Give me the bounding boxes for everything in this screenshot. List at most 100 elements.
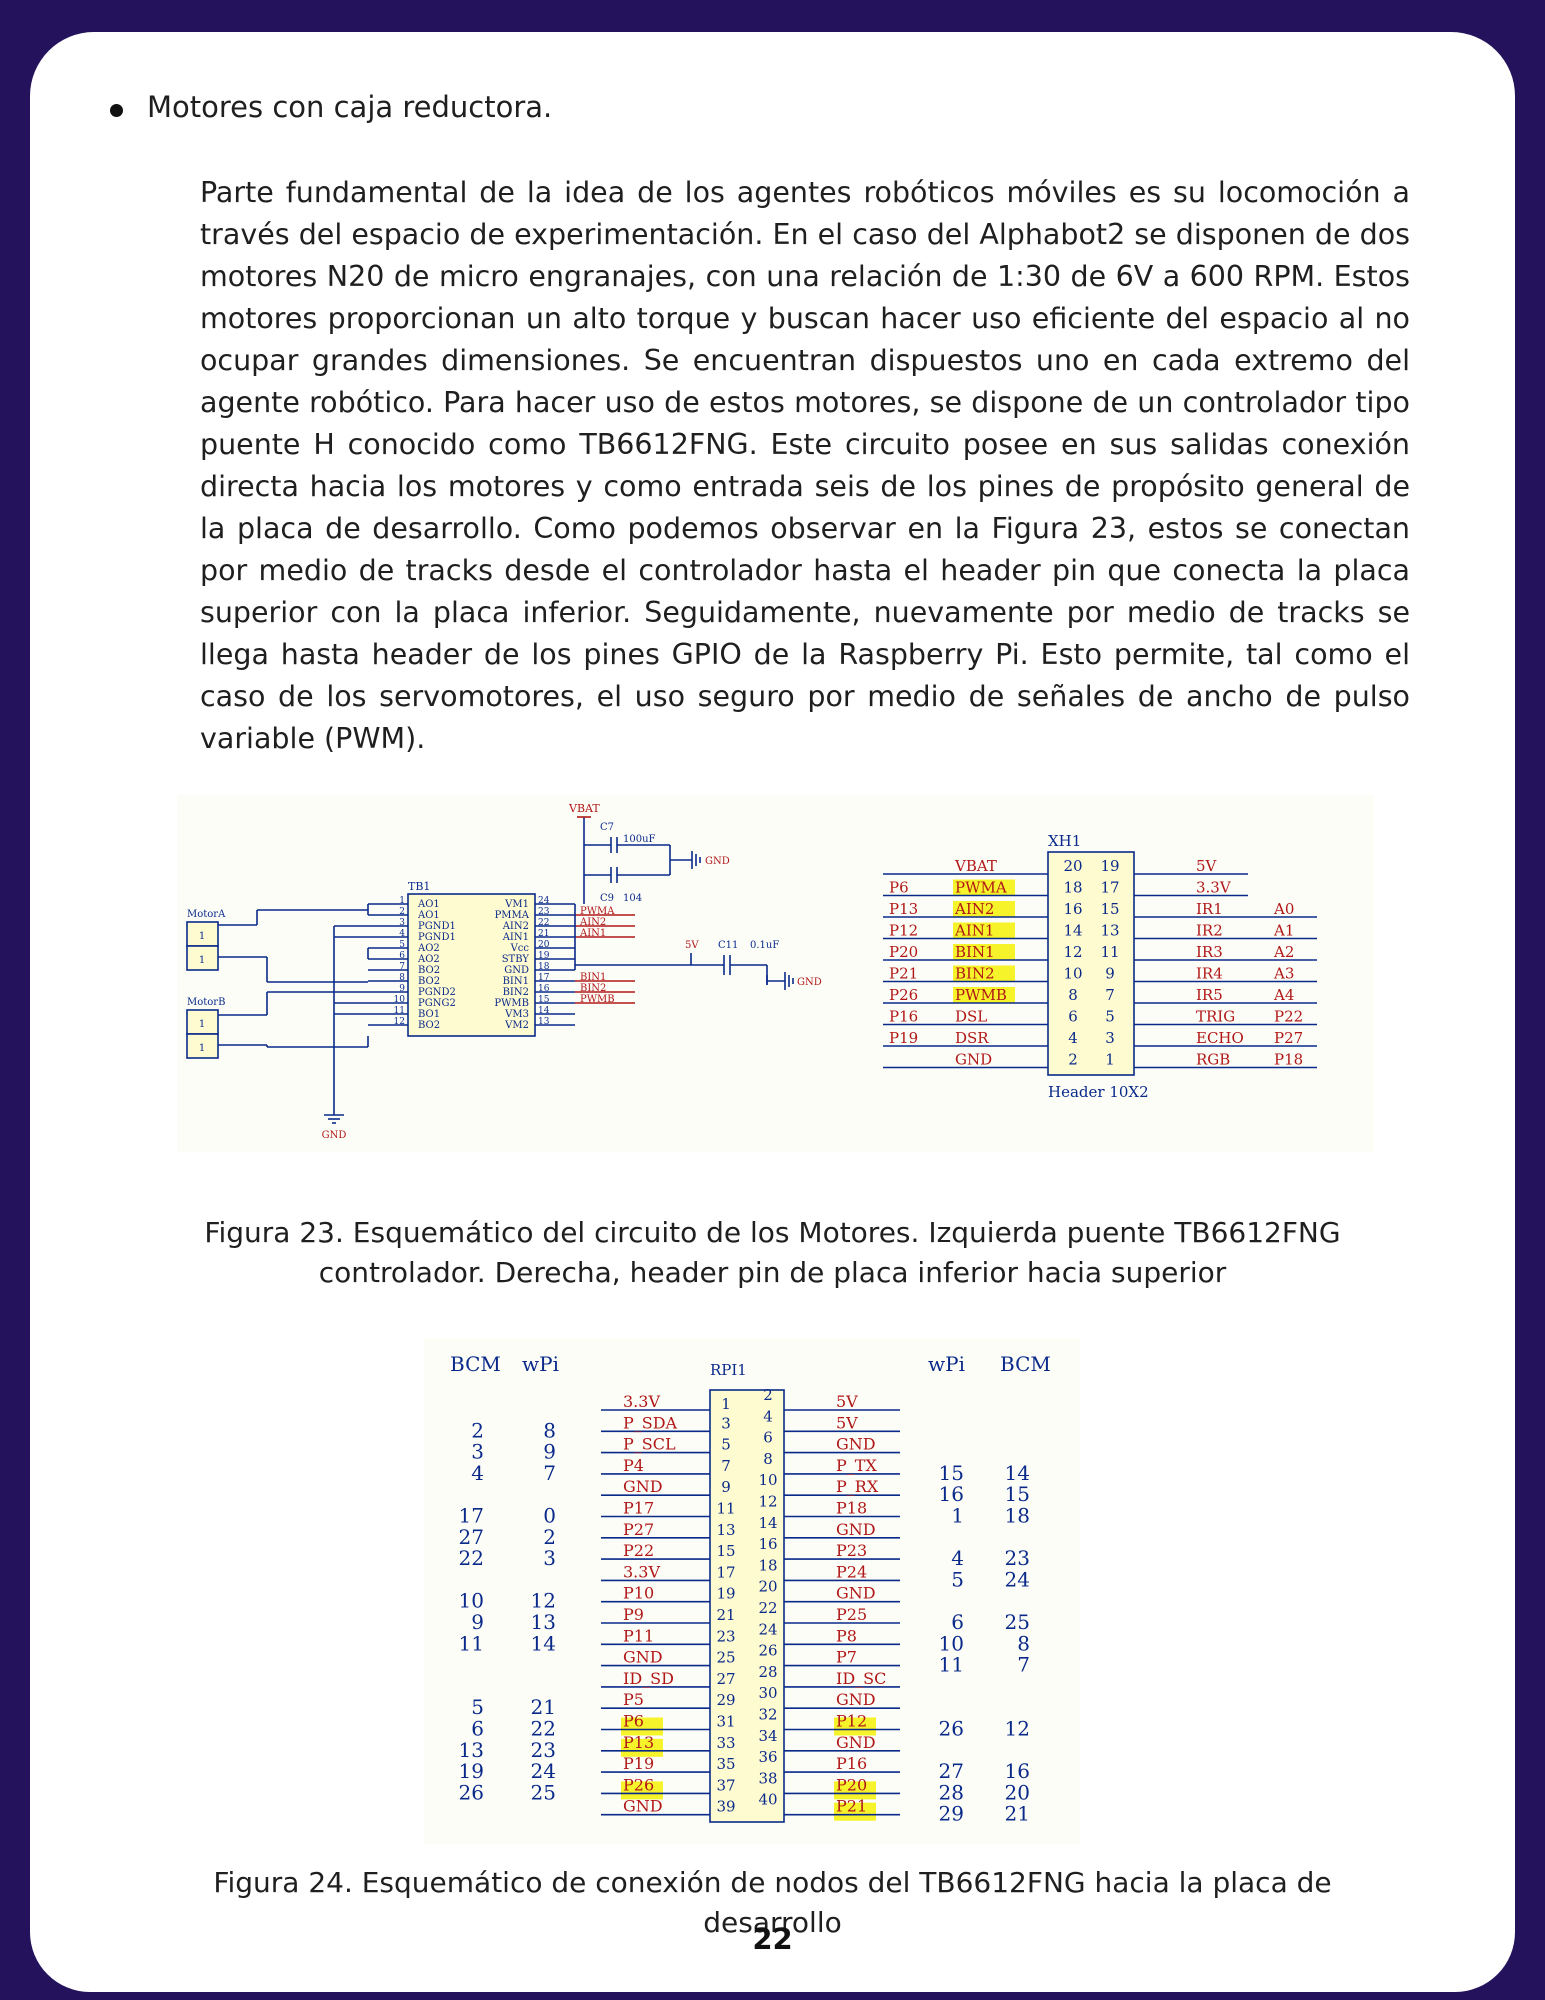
header-left-net: P16: [889, 1008, 918, 1026]
net-label: PWMA: [580, 906, 615, 917]
tb1-left-pin-num: 5: [399, 940, 405, 950]
wpi-left-value: 8: [543, 1418, 556, 1442]
tb1-right-pin-name: PMMA: [495, 910, 530, 921]
motor-a-pin1: [186, 921, 219, 947]
pin-num: 1: [199, 931, 205, 942]
rpi-pin-num: 22: [758, 1599, 777, 1617]
rpi-pin-num: 29: [716, 1691, 735, 1709]
tb1-left-pin-name: PGND2: [418, 987, 456, 998]
tb1-left-pin-num: 9: [399, 984, 405, 994]
rpi-left-signal: P19: [623, 1754, 654, 1773]
rpi-right-signal: P20: [836, 1775, 867, 1794]
wpi-left-value: 24: [531, 1759, 556, 1783]
tb1-left-pin-name: AO2: [417, 943, 440, 954]
header-left-net: P19: [889, 1029, 918, 1047]
rpi-pin-num: 14: [758, 1514, 777, 1532]
tb1-right-pin-name: STBY: [502, 954, 530, 965]
rpi-pin-num: 13: [716, 1521, 735, 1539]
tb1-right-pin-num: 22: [538, 918, 549, 928]
xh1-header-body: [1047, 851, 1135, 1076]
c9-label: C9: [600, 893, 614, 904]
wpi-right-value: 11: [939, 1653, 964, 1677]
tb1-right-pin-name: BIN2: [503, 987, 529, 998]
bcm-left-value: 26: [459, 1780, 484, 1804]
tb1-left-pin-num: 2: [399, 907, 405, 917]
rpi-pin-num: 2: [763, 1386, 773, 1404]
header-left-signal: PWMB: [955, 986, 1007, 1004]
header-left-net: P6: [889, 879, 909, 897]
header-left-net: P26: [889, 986, 918, 1004]
rpi-pin-num: 27: [716, 1670, 735, 1688]
header-right-signal: 5V: [1196, 857, 1218, 875]
header-right-signal: ECHO: [1196, 1029, 1244, 1047]
rpi-right-signal: P16: [836, 1754, 867, 1773]
bcm-left-value: 22: [459, 1546, 484, 1570]
rpi-pin-num: 7: [721, 1457, 731, 1475]
rpi-pin-num: 38: [758, 1769, 777, 1787]
header-right-net: P22: [1274, 1008, 1303, 1026]
header-pin-num: 11: [1100, 943, 1119, 961]
header-left-signal: AIN2: [954, 900, 994, 918]
rpi-pin-num: 39: [716, 1798, 735, 1816]
wpi-left-value: 23: [531, 1738, 556, 1762]
xh1-label: XH1: [1048, 832, 1081, 850]
wpi-left-value: 9: [543, 1440, 556, 1464]
motor-a-label: MotorA: [187, 909, 226, 920]
wpi-left-value: 2: [543, 1525, 556, 1549]
rpi-right-signal: 5V: [836, 1413, 858, 1432]
pin-num: 1: [199, 955, 205, 966]
rpi-pin-num: 17: [716, 1563, 735, 1581]
bcm-left-value: 27: [459, 1525, 484, 1549]
wpi-left-value: 12: [531, 1589, 556, 1613]
c11-value: 0.1uF: [750, 940, 779, 951]
figure-24-caption: Figura 24. Esquemático de conexión de no…: [213, 1866, 1332, 1939]
rpi-left-signal: P17: [623, 1499, 654, 1518]
header-right-signal: IR1: [1196, 900, 1223, 918]
bcm-right-value: 23: [1005, 1546, 1030, 1570]
rpi-pin-num: 33: [716, 1734, 735, 1752]
wpi-left-value: 25: [531, 1780, 556, 1804]
rpi-pin-num: 40: [758, 1791, 777, 1809]
rpi-left-signal: ID_SD: [623, 1669, 674, 1688]
rpi-right-signal: P8: [836, 1626, 857, 1645]
header-right-net: A3: [1273, 965, 1294, 983]
highlight: [953, 879, 1015, 896]
bcm-left-value: 9: [471, 1610, 484, 1634]
tb1-right-pin-num: 23: [538, 907, 550, 917]
motor-b-label: MotorB: [187, 997, 225, 1008]
bcm-left-value: 2: [471, 1418, 484, 1442]
header-right-signal: IR5: [1196, 986, 1223, 1004]
tb1-right-pin-num: 18: [538, 962, 550, 972]
rpi1-label: RPI1: [710, 1361, 747, 1379]
bcm-left-value: 5: [471, 1695, 484, 1719]
wpi-left-value: 0: [543, 1504, 556, 1528]
tb1-left-pin-num: 12: [394, 1017, 405, 1027]
pin-num: 1: [199, 1043, 205, 1054]
rpi-pin-num: 36: [758, 1748, 777, 1766]
figure-23-schematic: TB1 1 AO1 24 VM1 2 AO1 23 PMMA PWMA 3 PGND1 22 AIN2 AI…: [177, 795, 1374, 1152]
tb1-left-pin-num: 4: [399, 929, 405, 939]
rpi-pin-num: 28: [758, 1663, 777, 1681]
header-left-net: P20: [889, 943, 918, 961]
rpi-right-signal: P25: [836, 1605, 867, 1624]
wpi-right-value: 4: [951, 1546, 964, 1570]
header-label: Header 10X2: [1048, 1083, 1149, 1101]
bcm-right-value: 16: [1005, 1759, 1030, 1783]
rpi-left-signal: P9: [623, 1605, 644, 1624]
motor-b-pin2: [186, 1033, 219, 1059]
wpi-header-left: wPi: [522, 1352, 559, 1376]
tb1-left-pin-num: 6: [399, 951, 405, 961]
rpi-right-signal: P23: [836, 1541, 867, 1560]
tb1-right-pin-num: 24: [538, 896, 550, 906]
figure-23-caption-line1: Figura 23. Esquemático del circuito de l…: [204, 1216, 1341, 1249]
rpi-right-signal: P_RX: [836, 1477, 879, 1496]
gnd-label: GND: [705, 856, 730, 867]
highlight: [953, 965, 1015, 982]
header-pin-num: 19: [1100, 857, 1119, 875]
motor-a-pin2: [186, 945, 219, 971]
tb1-left-pin-name: AO1: [417, 899, 440, 910]
bcm-header-left: BCM: [450, 1352, 501, 1376]
rpi-right-signal: ID_SC: [836, 1669, 886, 1688]
wpi-right-value: 27: [939, 1759, 964, 1783]
header-right-signal: IR4: [1196, 965, 1223, 983]
